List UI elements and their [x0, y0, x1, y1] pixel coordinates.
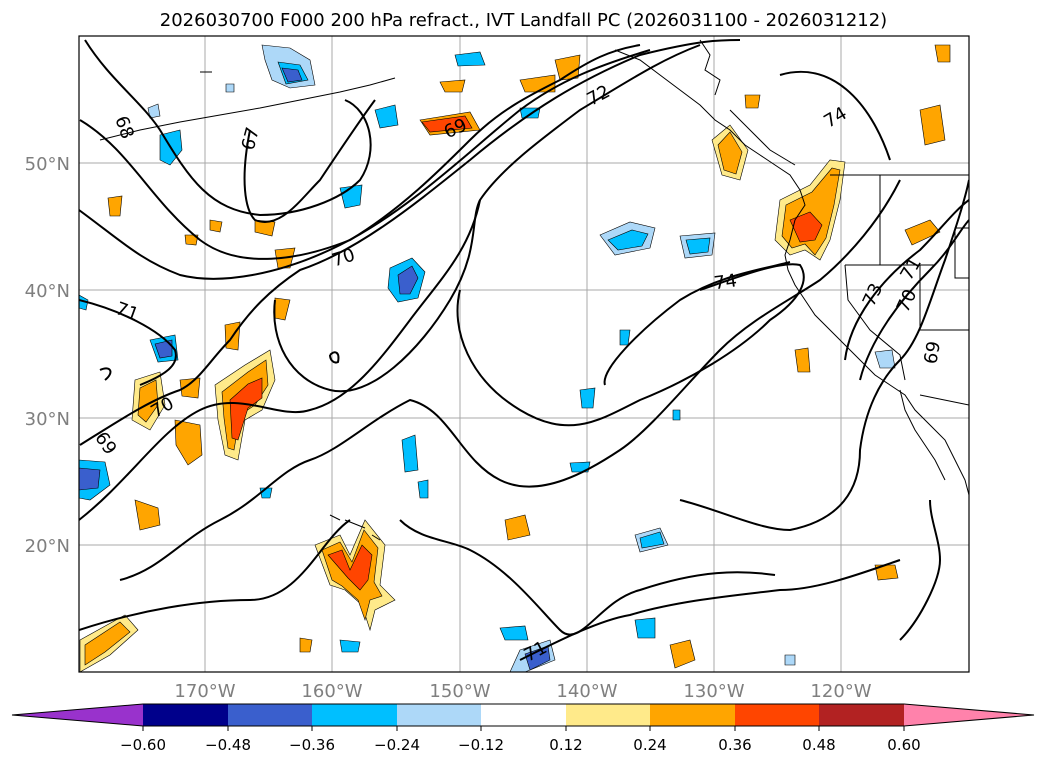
contour-label: 74 — [713, 270, 739, 294]
colorbar-tick-label: −0.48 — [205, 736, 251, 754]
map-frame — [78, 35, 970, 673]
colorbar-segment — [819, 704, 904, 726]
colorbar-extend-high — [904, 704, 1034, 726]
colorbar-segment — [312, 704, 397, 726]
latitude-labels: 50°N 40°N 30°N 20°N — [25, 154, 70, 557]
lon-label-120w: 120°W — [810, 681, 871, 702]
contour-label: 69 — [920, 340, 945, 366]
lat-label-20n: 20°N — [25, 536, 70, 557]
colorbar-extend-low — [12, 704, 143, 726]
lon-label-170w: 170°W — [174, 681, 235, 702]
map-title: 2026030700 F000 200 hPa refract., IVT La… — [159, 10, 888, 31]
colorbar-tick-label: −0.12 — [458, 736, 504, 754]
colorbar-segment — [735, 704, 819, 726]
lon-label-150w: 150°W — [429, 681, 490, 702]
colorbar-tick-label: 0.48 — [802, 736, 835, 754]
colorbar-segment — [397, 704, 481, 726]
colorbar-segment — [566, 704, 650, 726]
positive-anomaly-patches — [79, 44, 951, 672]
longitude-labels: 170°W 160°W 150°W 140°W 130°W 120°W — [174, 681, 871, 702]
colorbar-tick-label: 0.24 — [633, 736, 666, 754]
colorbar-tick-label: −0.24 — [374, 736, 420, 754]
lon-label-140w: 140°W — [556, 681, 617, 702]
colorbar-tick-label: 0.12 — [549, 736, 582, 754]
colorbar-segment — [143, 704, 228, 726]
colorbar: −0.60 −0.48 −0.36 −0.24 −0.12 0.12 0.24 … — [11, 703, 1035, 754]
lon-label-130w: 130°W — [683, 681, 744, 702]
contour-lines — [79, 39, 969, 661]
colorbar-tick-label: −0.36 — [289, 736, 335, 754]
lat-label-40n: 40°N — [25, 281, 70, 302]
colorbar-segment — [650, 704, 735, 726]
colorbar-tick-label: 0.60 — [887, 736, 920, 754]
lon-label-160w: 160°W — [301, 681, 362, 702]
lat-label-50n: 50°N — [25, 154, 70, 175]
colorbar-tick-label: −0.60 — [120, 736, 166, 754]
lat-label-30n: 30°N — [25, 409, 70, 430]
map-background — [79, 36, 969, 672]
colorbar-segment — [481, 704, 566, 726]
colorbar-tick-label: 0.36 — [718, 736, 751, 754]
colorbar-segment — [228, 704, 312, 726]
